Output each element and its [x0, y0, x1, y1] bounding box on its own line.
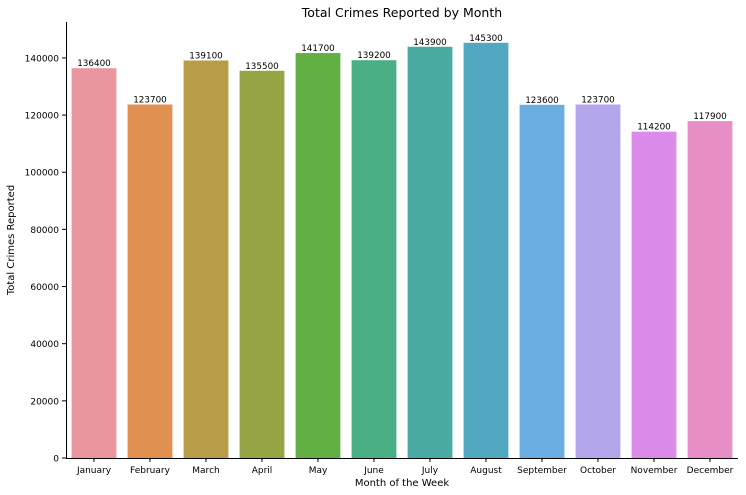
x-tick-label: April — [252, 466, 273, 476]
y-tick-label: 140000 — [25, 54, 60, 64]
x-axis-label: Month of the Week — [355, 478, 450, 489]
x-tick-label: July — [421, 466, 439, 476]
bar-value-label: 143900 — [413, 38, 447, 48]
bar-january — [71, 68, 117, 459]
y-tick-label: 60000 — [30, 283, 59, 293]
bar-value-label: 123700 — [581, 96, 615, 106]
bar-value-label: 117900 — [693, 112, 727, 122]
x-tick-label: November — [631, 466, 678, 476]
bar-august — [463, 42, 509, 458]
bar-april — [239, 70, 285, 458]
x-tick-label: March — [192, 466, 219, 476]
bar-value-label: 139200 — [357, 51, 391, 61]
bar-value-label: 114200 — [637, 123, 671, 133]
y-tick-label: 120000 — [25, 112, 60, 122]
bar-value-label: 139100 — [189, 51, 223, 61]
bar-november — [631, 131, 677, 458]
bar-may — [295, 53, 341, 459]
y-tick-label: 80000 — [30, 226, 59, 236]
y-tick-label: 0 — [53, 455, 59, 465]
chart-title: Total Crimes Reported by Month — [301, 5, 502, 20]
y-tick-label: 40000 — [30, 340, 59, 350]
bar-july — [407, 46, 453, 458]
bar-value-label: 135500 — [245, 62, 279, 72]
x-axis-ticks: January February March April May June July Augu… — [76, 458, 734, 476]
x-tick-label: May — [309, 466, 328, 476]
y-axis-ticks: 0 20000 40000 60000 80000 100000 120000 140000 — [25, 54, 66, 465]
bar-value-label: 123600 — [525, 96, 559, 106]
y-axis-label: Total Crimes Reported — [6, 185, 17, 296]
x-tick-label: October — [580, 466, 616, 476]
x-tick-label: January — [76, 466, 112, 476]
bar-september — [519, 104, 565, 458]
x-tick-label: December — [687, 466, 734, 476]
bar-value-labels: 136400 123700 139100 135500 141700 139200 1439… — [77, 34, 727, 133]
x-tick-label: September — [517, 466, 567, 476]
bar-value-label: 123700 — [133, 96, 167, 106]
bar-value-label: 145300 — [469, 34, 503, 44]
x-tick-label: February — [130, 466, 171, 476]
bar-october — [575, 104, 621, 458]
bar-june — [351, 60, 397, 459]
bar-march — [183, 60, 229, 459]
bar-december — [687, 121, 733, 458]
bar-value-label: 141700 — [301, 44, 335, 54]
x-tick-label: June — [363, 466, 384, 476]
bars-group — [71, 42, 733, 459]
x-tick-label: August — [470, 466, 502, 476]
y-tick-label: 20000 — [30, 397, 59, 407]
bar-value-label: 136400 — [77, 59, 111, 69]
y-tick-label: 100000 — [25, 169, 60, 179]
bar-february — [127, 104, 173, 458]
